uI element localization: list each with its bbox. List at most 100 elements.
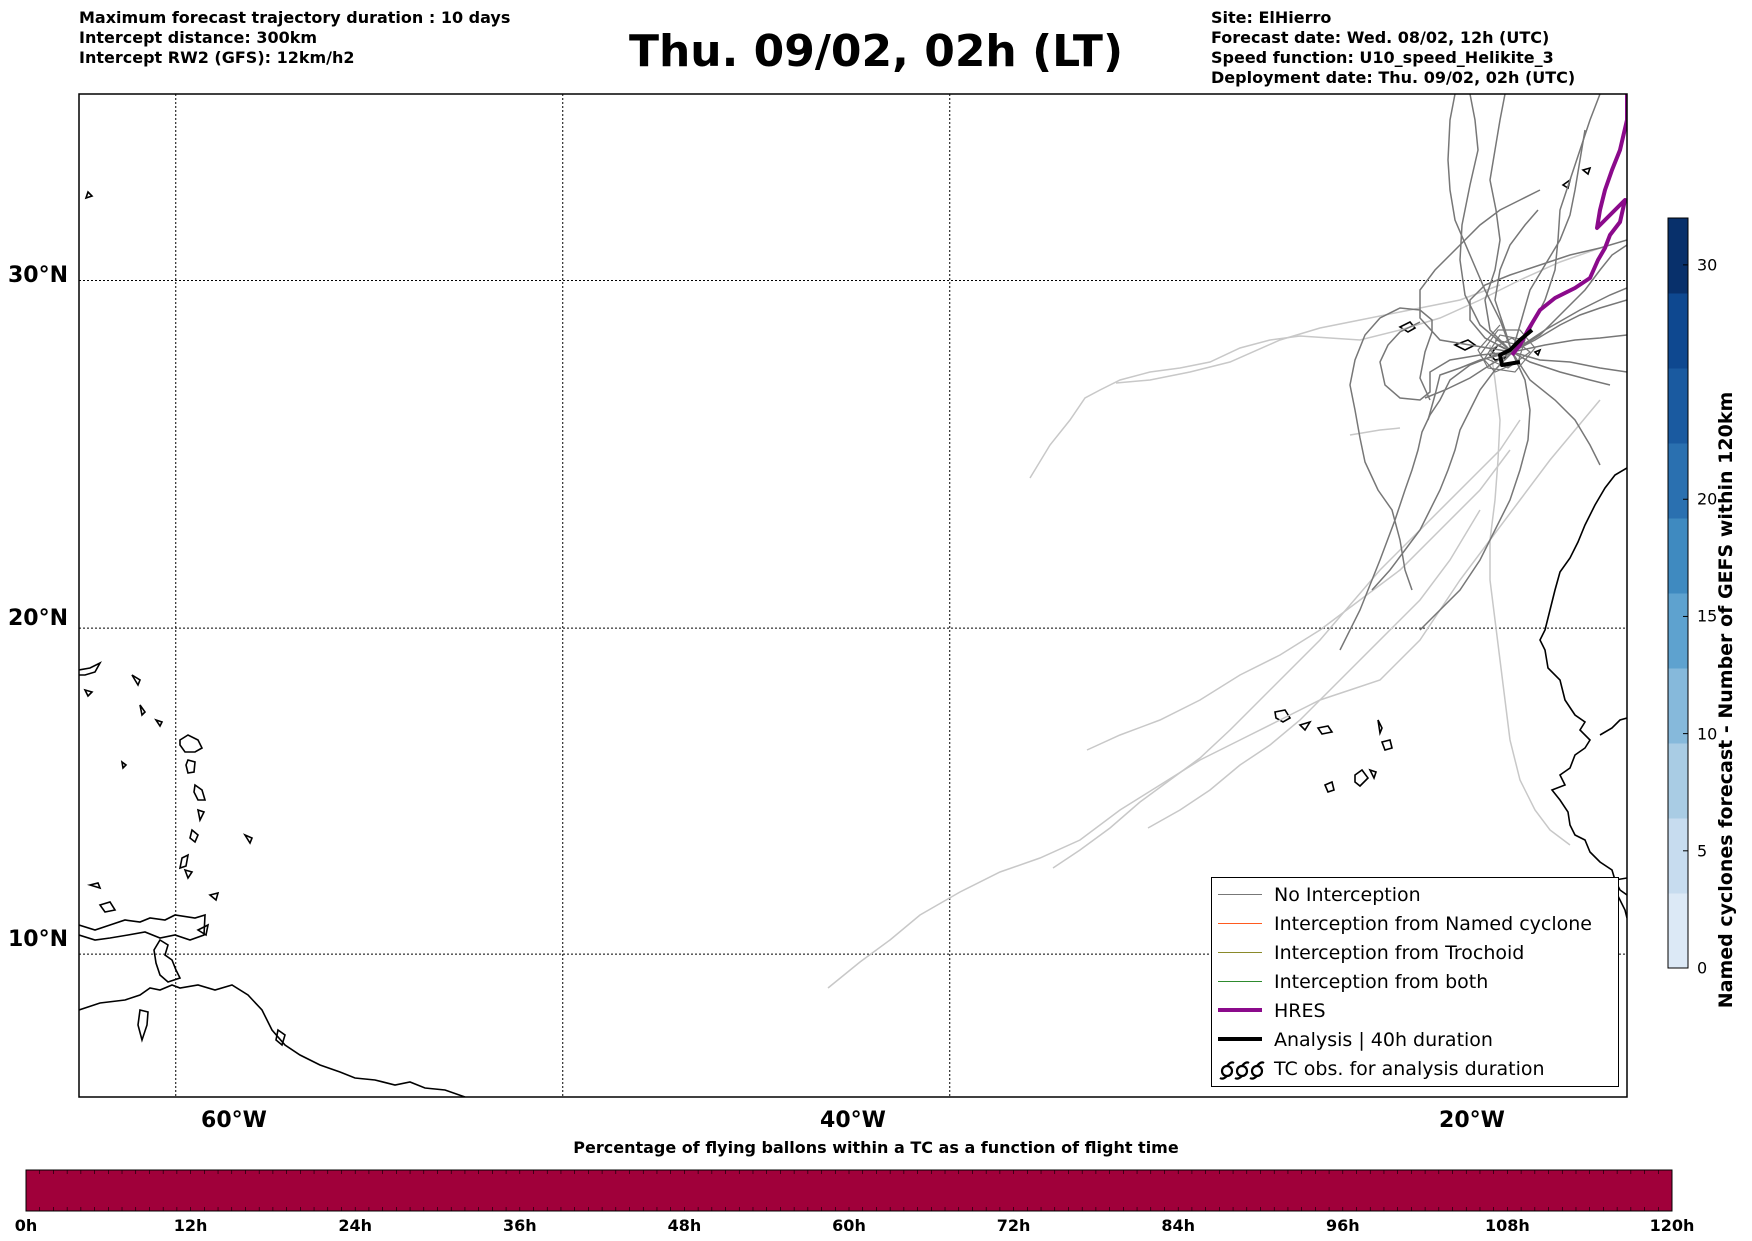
legend-label: HRES (1274, 1000, 1326, 1022)
lon-label-60w: 60°W (201, 1108, 267, 1133)
legend-label: Interception from both (1274, 971, 1489, 993)
trajectory-line-no-interception (1419, 189, 1541, 353)
trajectory-line-no-interception (1511, 129, 1586, 353)
max-duration-text: Maximum forecast trajectory duration : 1… (79, 8, 511, 27)
bottom-colorbar-tick-label: 108h (1484, 1216, 1530, 1235)
legend-swatch (1218, 1037, 1262, 1041)
intercept-distance-text: Intercept distance: 300km (79, 28, 318, 47)
bottom-colorbar-title: Percentage of flying ballons within a TC… (573, 1138, 1179, 1157)
map-frame (78, 93, 1628, 1098)
legend-swatch (1218, 952, 1262, 953)
trajectory-line-no-interception (1469, 239, 1627, 353)
bottom-colorbar-tick-label: 72h (996, 1216, 1031, 1235)
trajectory-line-no-interception (1484, 94, 1513, 353)
colorbar-segment (1668, 443, 1688, 519)
trajectory-line-faded (1052, 419, 1521, 869)
lat-label-30n: 30°N (8, 263, 69, 288)
colorbar-segment (1668, 218, 1688, 294)
trajectory-line-faded (1086, 449, 1511, 751)
legend-swatch (1218, 981, 1262, 982)
map-title: Thu. 09/02, 02h (LT) (628, 26, 1124, 77)
colorbar-segment (1668, 368, 1688, 444)
cyclone-symbol-icon (1219, 1061, 1265, 1080)
header-right-info: Site: ElHierro Forecast date: Wed. 08/02… (1211, 8, 1575, 88)
bottom-colorbar-tick-label: 48h (667, 1216, 702, 1235)
bottom-colorbar-tick-label: 84h (1161, 1216, 1196, 1235)
legend-swatch (1218, 923, 1262, 924)
trajectory-line-no-interception (1511, 351, 1627, 373)
trajectory-cluster (1477, 324, 1536, 373)
lat-label-10n: 10°N (8, 927, 69, 952)
header-left-info: Maximum forecast trajectory duration : 1… (79, 8, 510, 68)
map-legend: No Interception Interception from Named … (1211, 877, 1619, 1087)
trajectory-line-no-interception (1511, 244, 1627, 353)
trajectory-line-no-interception (1511, 287, 1627, 353)
colorbar-segment (1668, 743, 1688, 819)
legend-item-tc-obs: TC obs. for analysis duration (1212, 1055, 1618, 1083)
trajectory-line-no-interception (1339, 351, 1513, 651)
trajectory-line-no-interception (1424, 351, 1513, 399)
legend-swatch (1218, 1008, 1262, 1012)
colorbar-tick-label: 5 (1697, 841, 1708, 861)
legend-label: TC obs. for analysis duration (1274, 1058, 1545, 1080)
bottom-colorbar (25, 1169, 1673, 1212)
trajectory-tracks (827, 94, 1627, 989)
colorbar-segment (1668, 518, 1688, 594)
trajectory-line-faded (1115, 284, 1501, 384)
lon-label-20w: 20°W (1439, 1108, 1505, 1133)
colorbar-segment (1668, 293, 1688, 369)
site-text: Site: ElHierro (1211, 8, 1332, 27)
forecast-date-text: Forecast date: Wed. 08/02, 12h (UTC) (1211, 28, 1550, 47)
lat-label-20n: 20°N (8, 606, 69, 631)
trajectory-line-faded (1489, 344, 1571, 846)
trajectory-line-no-interception (1349, 307, 1433, 591)
colorbar-tick-label: 20 (1697, 489, 1718, 509)
trajectory-line-no-interception (1447, 94, 1513, 353)
bottom-colorbar-tick-label: 0h (14, 1216, 38, 1235)
bottom-colorbar-tick-label: 120h (1649, 1216, 1695, 1235)
bottom-colorbar-tick-label: 24h (338, 1216, 373, 1235)
analysis-track (1498, 328, 1534, 367)
colorbar-frame (1667, 217, 1689, 969)
legend-item-hres: HRES (1212, 997, 1618, 1025)
legend-item-trochoid: Interception from Trochoid (1212, 939, 1618, 967)
trajectory-line-no-interception (1371, 351, 1513, 591)
hres-track (1510, 94, 1627, 357)
trajectory-line-no-interception (1511, 351, 1601, 466)
colorbar-tick-label: 15 (1697, 606, 1718, 626)
trajectory-line-no-interception (1419, 351, 1531, 631)
deployment-date-text: Deployment date: Thu. 09/02, 02h (UTC) (1211, 68, 1576, 87)
colorbar-segment (1668, 818, 1688, 894)
legend-swatch (1218, 894, 1262, 895)
right-colorbar (1667, 217, 1689, 969)
legend-item-analysis: Analysis | 40h duration (1212, 1026, 1618, 1054)
trajectory-line-faded (1029, 247, 1601, 479)
colorbar-tick-label: 0 (1697, 958, 1708, 978)
lon-label-40w: 40°W (820, 1108, 886, 1133)
bottom-colorbar-tick-label: 96h (1325, 1216, 1360, 1235)
legend-item-named-cyclone: Interception from Named cyclone (1212, 910, 1618, 938)
trajectory-line-no-interception (1379, 321, 1513, 401)
trajectory-line-faded (1147, 509, 1481, 829)
bottom-colorbar-bar (25, 1169, 1673, 1212)
bottom-colorbar-tick-label: 60h (832, 1216, 866, 1235)
colorbar-segment (1668, 593, 1688, 669)
right-colorbar-label: Named cyclones forecast - Number of GEFS… (1715, 391, 1737, 1009)
legend-label: Analysis | 40h duration (1274, 1029, 1493, 1051)
speed-function-text: Speed function: U10_speed_Helikite_3 (1211, 48, 1554, 67)
legend-item-both: Interception from both (1212, 968, 1618, 996)
legend-label: Interception from Named cyclone (1274, 913, 1592, 935)
coastlines (79, 166, 1627, 1097)
legend-label: No Interception (1274, 884, 1421, 906)
legend-item-no-interception: No Interception (1212, 881, 1618, 909)
trajectory-line-faded (1349, 427, 1401, 436)
legend-label: Interception from Trochoid (1274, 942, 1525, 964)
colorbar-segment (1668, 893, 1688, 969)
colorbar-tick-label: 30 (1697, 255, 1718, 275)
colorbar-segment (1668, 668, 1688, 744)
colorbar-tick-label: 10 (1697, 724, 1718, 744)
trajectory-line-no-interception (1459, 94, 1513, 353)
bottom-colorbar-tick-label: 12h (173, 1216, 208, 1235)
trajectory-line-no-interception (1511, 299, 1627, 353)
